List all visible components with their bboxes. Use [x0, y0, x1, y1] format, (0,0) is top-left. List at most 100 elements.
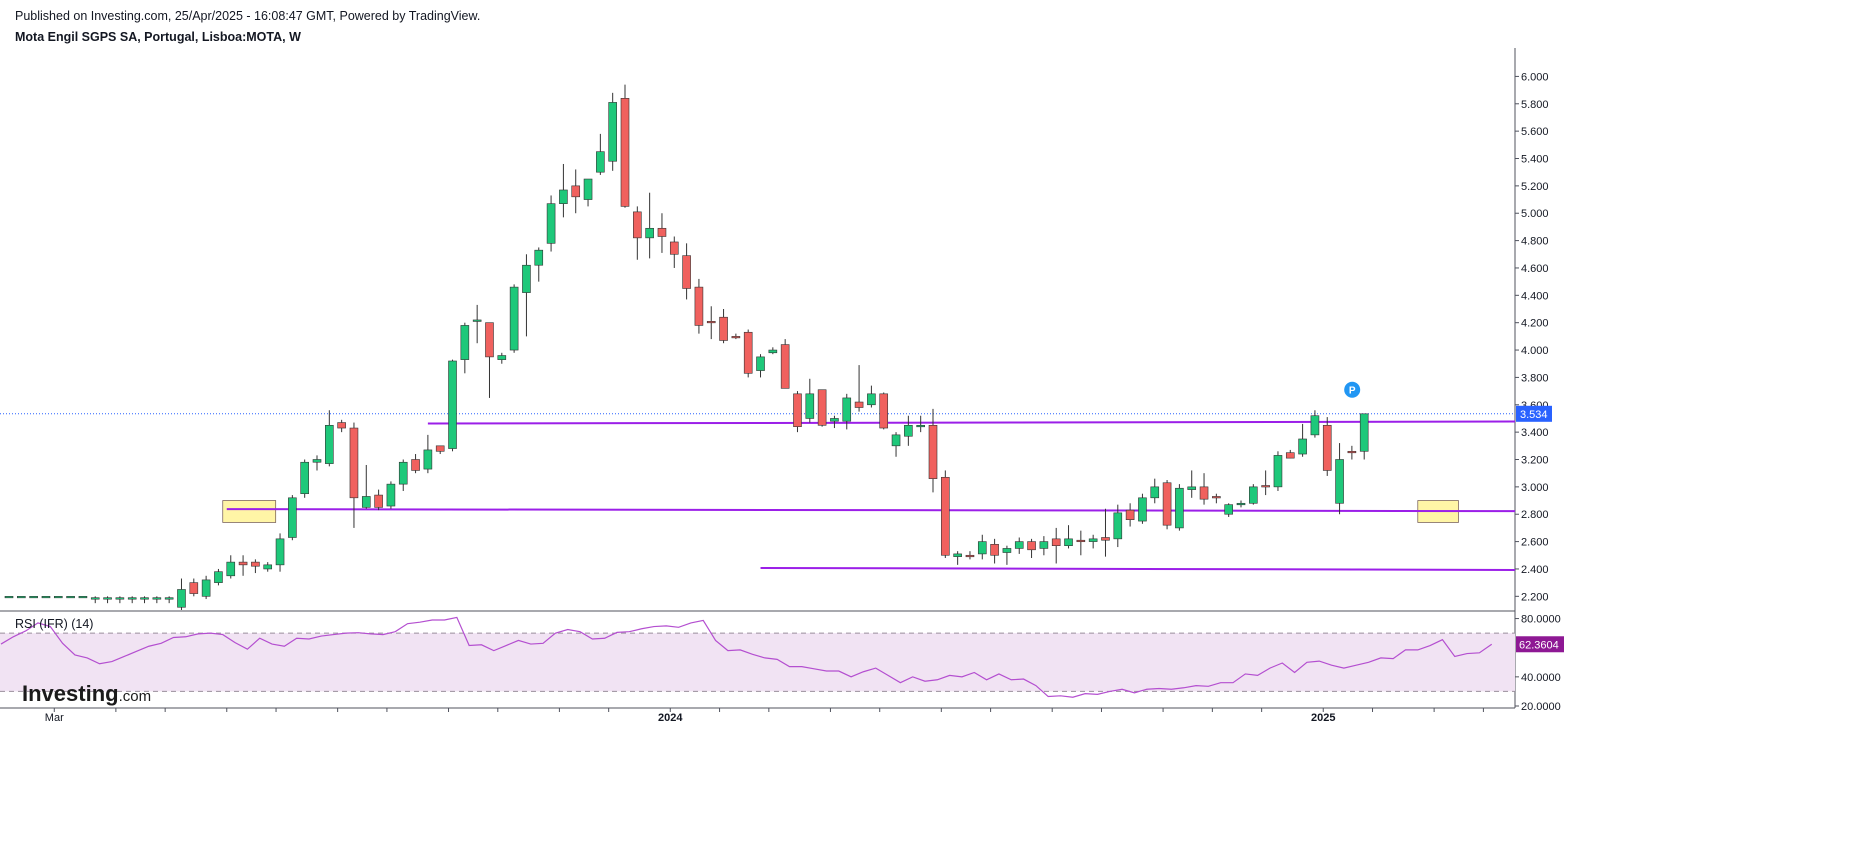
candle-body: [1199, 486, 1209, 500]
candle: [1138, 493, 1147, 524]
candle-body: [879, 393, 889, 429]
candle-body: [472, 319, 482, 322]
candle: [928, 408, 938, 493]
candle-body: [1150, 486, 1160, 499]
candle-body: [177, 589, 186, 608]
candle-body: [768, 349, 778, 354]
candle-body: [1064, 538, 1073, 546]
candle: [633, 206, 642, 260]
candle-body: [374, 494, 383, 508]
candle: [719, 309, 728, 344]
candle: [1027, 538, 1036, 559]
candle-body: [620, 98, 630, 207]
candle: [891, 432, 901, 457]
candle-body: [1027, 541, 1036, 551]
candle-body: [916, 424, 925, 428]
candle-body: [534, 249, 544, 266]
candle-body: [1224, 504, 1233, 515]
candle-body: [1088, 538, 1098, 542]
candle-body: [977, 541, 987, 555]
candle: [793, 391, 802, 433]
candle: [1199, 473, 1209, 505]
candle: [90, 596, 100, 604]
candle: [349, 422, 359, 528]
candle-body: [756, 356, 765, 371]
candle-body: [214, 571, 223, 583]
logo-main: Investing: [22, 681, 119, 706]
candle-body: [41, 596, 51, 599]
candle: [1002, 545, 1012, 565]
candle: [78, 596, 88, 599]
candle-body: [263, 564, 273, 570]
price-tick-label: 6.000: [1521, 71, 1549, 83]
candle: [731, 333, 741, 340]
candle-body: [522, 264, 531, 293]
candle-body: [1310, 415, 1320, 436]
candle: [300, 459, 309, 498]
candle: [768, 347, 778, 355]
candle: [115, 596, 125, 604]
candle-body: [633, 211, 642, 239]
rsi-last-badge: [1516, 636, 1564, 653]
candle: [386, 481, 396, 509]
candle-body: [1249, 486, 1258, 504]
candle: [1273, 451, 1283, 491]
candle: [1224, 503, 1233, 517]
candle-body: [559, 189, 568, 204]
candle-body: [1347, 450, 1357, 454]
candle-body: [386, 483, 396, 507]
candle: [953, 551, 962, 565]
candle-body: [238, 561, 248, 566]
price-tick-label: 3.000: [1521, 482, 1549, 494]
candle-body: [411, 459, 420, 471]
rsi-last-value: 62.3604: [1519, 639, 1559, 651]
price-tick-label: 3.200: [1521, 455, 1549, 467]
candle-body: [398, 461, 408, 485]
candle-body: [349, 427, 359, 499]
candle: [1162, 480, 1172, 530]
candle-body: [1162, 482, 1172, 526]
candle-body: [657, 227, 667, 237]
candle: [485, 322, 494, 398]
candle: [1187, 470, 1197, 498]
candle-body: [1236, 502, 1246, 506]
candle: [706, 306, 716, 340]
candle-body: [337, 422, 346, 429]
candle: [1039, 536, 1049, 556]
candle: [867, 385, 876, 408]
candle-body: [226, 561, 236, 577]
candle: [904, 415, 913, 446]
candle-body: [115, 597, 125, 600]
candle-body: [312, 459, 322, 463]
candle: [879, 392, 889, 430]
candle-body: [78, 596, 88, 599]
candle: [756, 354, 765, 378]
candle: [509, 284, 519, 353]
price-tick-label: 4.200: [1521, 318, 1549, 330]
candle: [805, 378, 815, 423]
candle-body: [140, 597, 149, 600]
candle: [645, 192, 654, 259]
candle: [1285, 449, 1295, 459]
candle: [103, 596, 112, 604]
candle: [251, 559, 260, 574]
candle-body: [325, 424, 334, 464]
candle: [127, 596, 137, 604]
candle: [275, 533, 285, 572]
candle-body: [793, 393, 802, 427]
candle-body: [201, 579, 211, 597]
candle-body: [904, 424, 913, 437]
candle-body: [300, 461, 309, 495]
symbol-title: Mota Engil SGPS SA, Portugal, Lisboa:MOT…: [15, 30, 301, 44]
candle: [361, 464, 371, 509]
price-tick-label: 4.400: [1521, 290, 1549, 302]
p-marker: [1344, 381, 1361, 398]
price-tick-label: 4.000: [1521, 345, 1549, 357]
candle: [1212, 493, 1221, 504]
candle: [694, 278, 704, 334]
support-line: [226, 508, 1516, 513]
candle: [17, 596, 26, 599]
candle: [571, 169, 581, 214]
last-price-value: 3.534: [1520, 409, 1548, 421]
